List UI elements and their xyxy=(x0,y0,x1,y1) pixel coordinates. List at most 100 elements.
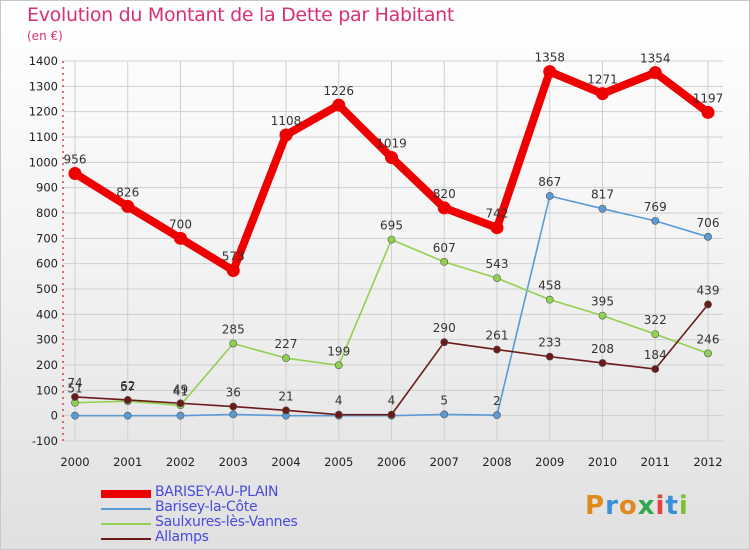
data-point xyxy=(279,128,293,142)
data-point xyxy=(176,411,185,420)
x-tick-label: 2003 xyxy=(219,455,248,469)
data-point xyxy=(123,396,132,404)
data-point xyxy=(704,300,712,309)
data-label: 5 xyxy=(440,393,448,407)
data-point xyxy=(226,264,240,278)
data-label: 2 xyxy=(493,394,501,408)
data-point xyxy=(598,359,607,367)
data-point xyxy=(704,232,712,241)
data-label: 74 xyxy=(67,376,82,390)
data-label: 261 xyxy=(486,329,509,343)
data-label: 233 xyxy=(538,336,561,350)
data-point xyxy=(334,410,343,419)
brand-letter: i xyxy=(655,491,666,521)
data-label: 62 xyxy=(120,379,135,393)
legend-label: Allamps xyxy=(155,529,209,545)
data-label: 1271 xyxy=(587,73,618,87)
data-point xyxy=(385,151,398,165)
data-label: 199 xyxy=(327,344,350,358)
unit-label: (en €) xyxy=(27,29,63,43)
plot-area xyxy=(63,61,723,441)
x-tick-label: 2000 xyxy=(60,455,89,469)
data-point xyxy=(596,87,609,101)
data-label: 1358 xyxy=(534,51,565,65)
x-tick-label: 2007 xyxy=(430,455,459,469)
y-tick-label: 200 xyxy=(36,358,58,372)
data-point xyxy=(490,221,504,235)
data-label: 439 xyxy=(697,283,720,297)
data-point xyxy=(332,98,346,112)
data-point xyxy=(71,411,79,420)
brand-letter: o xyxy=(618,491,638,521)
data-label: 41 xyxy=(173,384,188,398)
brand-letter: P xyxy=(585,491,606,521)
data-point xyxy=(68,166,82,180)
chart-title: Evolution du Montant de la Dette par Hab… xyxy=(27,4,455,26)
x-tick-label: 2012 xyxy=(693,455,722,469)
data-point xyxy=(229,410,238,419)
data-label: 826 xyxy=(116,185,139,199)
legend-swatch xyxy=(101,508,151,510)
data-label: 208 xyxy=(591,342,614,356)
x-tick-label: 2005 xyxy=(324,455,353,469)
y-tick-label: 400 xyxy=(36,307,58,321)
y-tick-label: 300 xyxy=(36,333,58,347)
data-label: 956 xyxy=(64,152,87,166)
y-tick-label: 100 xyxy=(36,383,58,397)
legend-swatch xyxy=(101,490,151,498)
legend-label: Barisey-la-Côte xyxy=(155,499,258,515)
data-label: 290 xyxy=(433,321,456,335)
legend-item: Barisey-la-Côte xyxy=(101,499,361,516)
data-label: 706 xyxy=(697,216,720,230)
data-point xyxy=(545,352,554,361)
x-tick-label: 2001 xyxy=(113,455,142,469)
data-point xyxy=(598,311,607,320)
legend-item: BARISEY-AU-PLAIN xyxy=(101,484,361,501)
data-point xyxy=(648,66,662,80)
y-tick-label: 1100 xyxy=(29,130,58,144)
data-point xyxy=(440,338,449,347)
data-point xyxy=(651,330,660,338)
data-label: 742 xyxy=(486,207,509,221)
data-label: 4 xyxy=(388,394,396,408)
data-point xyxy=(598,204,607,213)
legend-swatch xyxy=(101,523,151,525)
x-tick-label: 2008 xyxy=(482,455,511,469)
data-label: 21 xyxy=(278,389,293,403)
data-point xyxy=(121,199,135,213)
data-label: 573 xyxy=(222,250,245,264)
data-point xyxy=(387,235,396,244)
data-point xyxy=(437,201,451,215)
x-tick-label: 2006 xyxy=(377,455,406,469)
data-label: 57 xyxy=(120,380,135,394)
data-label: 51 xyxy=(67,382,82,396)
brand-logo: Proxiti xyxy=(585,491,689,521)
y-tick-label: 900 xyxy=(36,181,58,195)
data-point xyxy=(71,393,79,401)
data-point xyxy=(174,231,187,245)
data-label: 285 xyxy=(222,322,245,336)
data-label: 184 xyxy=(644,348,667,362)
data-label: 1354 xyxy=(640,52,671,66)
data-point xyxy=(229,339,238,348)
brand-letter: x xyxy=(637,491,656,521)
data-point xyxy=(334,361,343,370)
data-label: 867 xyxy=(538,175,561,189)
data-point xyxy=(493,345,501,354)
data-label: 458 xyxy=(538,279,561,293)
data-point xyxy=(387,410,396,419)
brand-letter: r xyxy=(605,491,619,521)
data-point xyxy=(704,349,712,358)
data-label: 4 xyxy=(335,394,343,408)
data-point xyxy=(440,257,449,266)
data-label: 227 xyxy=(275,337,298,351)
y-tick-label: -100 xyxy=(32,434,58,448)
y-tick-label: 700 xyxy=(36,231,58,245)
data-label: 820 xyxy=(433,187,456,201)
y-tick-label: 800 xyxy=(36,206,58,220)
line-chart: -100 0 100 200 300 400 500 600 700 800 900 1000 1100… xyxy=(29,51,724,469)
y-tick-label: 500 xyxy=(36,282,58,296)
x-tick-label: 2011 xyxy=(641,455,670,469)
legend-item: Allamps xyxy=(101,529,361,546)
